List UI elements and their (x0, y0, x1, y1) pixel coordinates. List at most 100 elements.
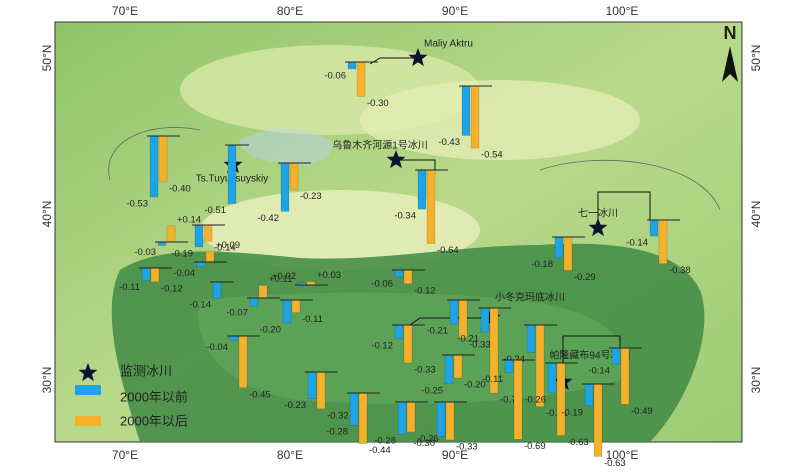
value-label: -0.04 (206, 342, 228, 353)
bar (141, 267, 151, 281)
value-label: -0.26 (417, 433, 439, 444)
bar (403, 269, 413, 285)
station-label: 七一冰川 (578, 207, 618, 220)
station-star (588, 218, 608, 237)
bar (194, 224, 204, 248)
value-label: -0.19 (171, 248, 193, 259)
bar (403, 324, 413, 364)
bar (349, 392, 359, 426)
bar (611, 347, 621, 365)
bar (406, 401, 416, 433)
value-label: -0.06 (371, 278, 393, 289)
bar (658, 219, 668, 264)
bar (291, 299, 301, 313)
value-label: -0.69 (524, 441, 546, 452)
lon-label-top: 90°E (442, 4, 468, 18)
bar (316, 371, 326, 410)
station-star (386, 150, 406, 169)
bar (620, 347, 630, 405)
lat-label-right: 40°N (749, 201, 763, 228)
north-label: N (724, 23, 737, 43)
value-label: -0.29 (574, 272, 596, 283)
station-label: 帕隆藏布94号冰川 (549, 349, 630, 362)
lat-label-left: 40°N (40, 201, 54, 228)
value-label: -0.33 (469, 339, 491, 350)
station-star (408, 48, 428, 67)
bar (461, 85, 471, 136)
station-label: 乌鲁木齐河源1号冰川 (332, 139, 428, 152)
value-label: -0.14 (588, 366, 610, 377)
lon-label-bottom: 100°E (606, 448, 639, 462)
lat-label-left: 50°N (40, 45, 54, 72)
bar (196, 261, 206, 267)
value-label: -0.14 (626, 238, 648, 249)
bar (280, 162, 290, 212)
bar (356, 61, 366, 97)
lat-label-right: 50°N (749, 45, 763, 72)
bar (397, 401, 407, 435)
basemap (54, 21, 743, 443)
bar (436, 401, 446, 437)
value-label: -0.19 (561, 407, 583, 418)
bar (453, 354, 463, 379)
bar (150, 267, 160, 283)
value-label: -0.51 (204, 205, 226, 216)
bar (158, 135, 168, 183)
legend-after: 2000年以后 (120, 413, 188, 428)
value-label: -0.20 (259, 325, 281, 336)
bar (417, 169, 427, 210)
bar (394, 324, 404, 340)
bar (306, 281, 316, 286)
bar (513, 359, 523, 440)
lon-label-bottom: 80°E (277, 448, 303, 462)
value-label: -0.44 (369, 445, 391, 456)
value-label: -0.11 (119, 282, 140, 293)
bar (444, 354, 454, 384)
bar (458, 299, 468, 339)
lon-label-bottom: 90°E (442, 448, 468, 462)
lat-label-right: 30°N (749, 367, 763, 394)
value-label: -0.28 (326, 427, 348, 438)
legend: 监测冰川 2000年以前 2000年以后 (75, 363, 188, 428)
value-label: -0.26 (524, 394, 546, 405)
value-label: -0.28 (374, 436, 396, 447)
value-label: -0.42 (257, 213, 279, 224)
bar (593, 383, 603, 457)
lon-label-top: 100°E (606, 4, 639, 18)
bar (426, 169, 436, 244)
legend-after-swatch (75, 416, 101, 426)
bar (526, 324, 536, 353)
bar (358, 392, 368, 444)
value-label: -0.45 (249, 389, 271, 400)
value-label: -0.04 (173, 268, 195, 279)
bar (556, 362, 566, 436)
value-label: -0.38 (669, 265, 691, 276)
legend-before: 2000年以前 (120, 389, 188, 404)
value-label: -0.20 (464, 380, 486, 391)
bar (157, 241, 167, 246)
lon-label-top: 70°E (112, 4, 138, 18)
bar (149, 135, 159, 198)
value-label: -0.11 (482, 374, 503, 385)
value-label: +0.03 (317, 270, 341, 281)
bar (212, 281, 222, 299)
bar (445, 401, 455, 441)
value-label: -0.21 (457, 334, 479, 345)
value-label: -0.64 (437, 245, 459, 256)
bar (547, 362, 557, 394)
bar (584, 383, 594, 407)
value-label: -0.49 (631, 406, 653, 417)
legend-before-swatch (75, 385, 101, 395)
value-label: -0.07 (226, 308, 248, 319)
value-label: -0.63 (604, 458, 626, 469)
bar (554, 236, 564, 258)
value-label: +0.09 (216, 240, 240, 251)
bar (238, 335, 248, 388)
value-label: -0.43 (438, 137, 460, 148)
station-label: Maliy Aktru (424, 39, 473, 50)
value-label: -0.53 (126, 198, 148, 209)
bar (282, 299, 292, 324)
value-label: -0.54 (481, 150, 503, 161)
value-label: -0.33 (456, 441, 478, 452)
